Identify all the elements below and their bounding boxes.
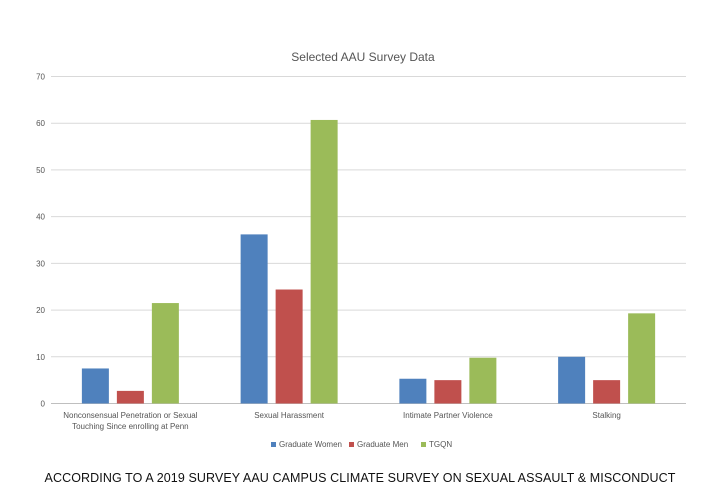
legend: Graduate Women Graduate Men TGQN <box>271 440 452 449</box>
bar <box>275 289 303 404</box>
legend-swatch <box>421 442 426 447</box>
legend-label: Graduate Women <box>279 440 342 449</box>
legend-label: Graduate Men <box>357 440 408 449</box>
bar <box>469 357 497 404</box>
chart-title: Selected AAU Survey Data <box>291 50 435 64</box>
y-tick-label: 10 <box>36 353 45 362</box>
legend-swatch <box>349 442 354 447</box>
bar <box>310 119 338 404</box>
bar <box>151 303 179 404</box>
y-tick-label: 0 <box>41 400 46 409</box>
y-tick-label: 50 <box>36 166 45 175</box>
gridlines <box>51 76 686 404</box>
x-axis-categories: Nonconsensual Penetration or Sexual Touch… <box>63 411 621 431</box>
bar <box>81 368 109 404</box>
bar <box>628 313 656 404</box>
x-category-label: Nonconsensual Penetration or Sexual <box>63 411 198 420</box>
legend-swatch <box>271 442 276 447</box>
bar <box>116 390 144 404</box>
bar <box>399 378 427 404</box>
bars <box>81 119 656 404</box>
bar <box>434 380 462 404</box>
y-tick-label: 40 <box>36 213 45 222</box>
y-tick-label: 20 <box>36 306 45 315</box>
y-tick-label: 60 <box>36 119 45 128</box>
bar <box>593 380 621 404</box>
legend-label: TGQN <box>429 440 452 449</box>
bar <box>558 356 586 404</box>
y-tick-label: 30 <box>36 259 45 268</box>
bar <box>240 234 268 404</box>
x-category-label: Stalking <box>592 411 620 420</box>
x-category-label: Sexual Harassment <box>254 411 325 420</box>
y-tick-label: 70 <box>36 73 45 82</box>
x-category-label: Touching Since enrolling at Penn <box>72 422 189 431</box>
y-axis-ticks: 0 10 20 30 40 50 60 70 <box>36 73 45 409</box>
x-category-label: Intimate Partner Violence <box>403 411 493 420</box>
caption: ACCORDING TO A 2019 SURVEY AAU CAMPUS CL… <box>44 471 676 485</box>
bar-chart: Selected AAU Survey Data 0 10 20 30 40 50 60 70… <box>36 50 686 449</box>
